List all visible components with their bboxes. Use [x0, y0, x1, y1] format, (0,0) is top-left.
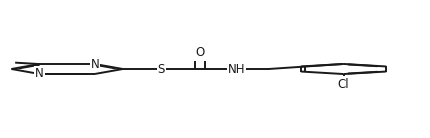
Text: N: N: [35, 67, 43, 80]
Text: Cl: Cl: [338, 78, 350, 91]
Text: O: O: [195, 46, 205, 59]
Text: N: N: [91, 58, 99, 71]
Text: S: S: [158, 63, 165, 75]
Text: NH: NH: [227, 63, 245, 75]
